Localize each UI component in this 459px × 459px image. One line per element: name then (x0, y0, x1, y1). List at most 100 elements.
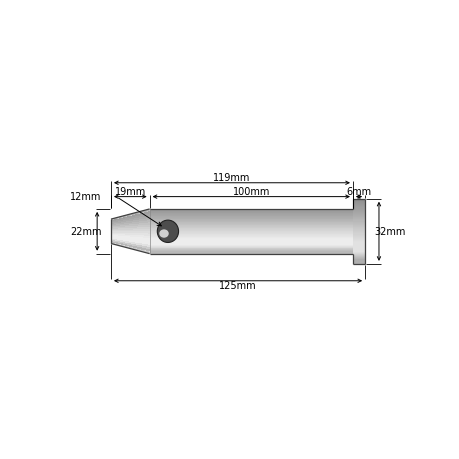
Polygon shape (130, 234, 131, 235)
Polygon shape (135, 219, 136, 221)
Polygon shape (120, 235, 121, 236)
Polygon shape (127, 240, 128, 242)
Polygon shape (145, 232, 146, 234)
Polygon shape (124, 225, 125, 227)
Polygon shape (114, 220, 115, 221)
Polygon shape (136, 235, 137, 237)
Polygon shape (140, 228, 141, 230)
Polygon shape (121, 218, 122, 220)
Polygon shape (139, 222, 140, 224)
Polygon shape (119, 224, 120, 226)
Polygon shape (115, 223, 116, 224)
Polygon shape (115, 229, 116, 230)
Polygon shape (134, 239, 135, 241)
Bar (352, 205, 364, 206)
Polygon shape (135, 239, 136, 241)
Polygon shape (124, 246, 125, 247)
Polygon shape (122, 230, 123, 232)
Polygon shape (118, 222, 119, 223)
Bar (352, 212, 364, 213)
Polygon shape (127, 227, 128, 229)
Polygon shape (128, 239, 129, 240)
Polygon shape (147, 212, 148, 214)
Polygon shape (120, 223, 121, 224)
Bar (352, 243, 364, 245)
Polygon shape (139, 234, 140, 236)
Polygon shape (146, 251, 147, 253)
Bar (352, 226, 364, 228)
Polygon shape (138, 224, 139, 226)
Polygon shape (124, 238, 125, 240)
Polygon shape (145, 215, 146, 217)
Bar (352, 261, 364, 262)
Polygon shape (131, 218, 132, 219)
Polygon shape (136, 222, 137, 224)
Polygon shape (127, 225, 128, 227)
Bar (352, 254, 364, 256)
Polygon shape (116, 224, 117, 225)
Polygon shape (135, 230, 136, 232)
Polygon shape (142, 244, 143, 246)
Polygon shape (116, 218, 117, 219)
Polygon shape (113, 237, 114, 238)
Polygon shape (111, 237, 112, 238)
Polygon shape (139, 228, 140, 230)
Polygon shape (117, 236, 118, 237)
Polygon shape (124, 221, 125, 222)
Polygon shape (120, 227, 121, 229)
Polygon shape (144, 228, 145, 230)
Polygon shape (133, 228, 134, 230)
Polygon shape (139, 238, 140, 240)
Polygon shape (148, 252, 149, 254)
Polygon shape (115, 244, 116, 245)
Polygon shape (147, 218, 148, 221)
Polygon shape (136, 232, 137, 234)
Bar (149, 251, 352, 252)
Bar (352, 248, 364, 249)
Polygon shape (131, 235, 132, 237)
Polygon shape (124, 218, 125, 219)
Polygon shape (129, 246, 130, 247)
Polygon shape (142, 219, 143, 222)
Polygon shape (137, 213, 138, 214)
Polygon shape (128, 220, 129, 222)
Text: 100mm: 100mm (232, 187, 269, 197)
Polygon shape (111, 230, 112, 232)
Polygon shape (148, 232, 149, 234)
Polygon shape (147, 230, 148, 232)
Polygon shape (134, 221, 135, 223)
Polygon shape (139, 212, 140, 214)
Polygon shape (134, 235, 135, 237)
Polygon shape (126, 219, 127, 220)
Polygon shape (133, 237, 134, 239)
Polygon shape (135, 237, 136, 239)
Polygon shape (138, 218, 139, 220)
Polygon shape (115, 236, 116, 237)
Polygon shape (129, 234, 130, 235)
Bar (352, 222, 364, 223)
Polygon shape (139, 250, 140, 252)
Polygon shape (148, 214, 149, 216)
Polygon shape (116, 244, 117, 246)
Polygon shape (134, 241, 135, 243)
Polygon shape (140, 244, 141, 246)
Bar (149, 243, 352, 244)
Polygon shape (142, 242, 143, 244)
Polygon shape (129, 241, 130, 242)
Polygon shape (128, 217, 129, 218)
Polygon shape (116, 219, 117, 221)
Polygon shape (147, 243, 148, 245)
Polygon shape (125, 224, 126, 225)
Polygon shape (123, 230, 124, 232)
Polygon shape (127, 237, 128, 238)
Polygon shape (126, 246, 127, 248)
Polygon shape (146, 214, 147, 217)
Bar (352, 230, 364, 232)
Bar (149, 217, 352, 218)
Polygon shape (135, 232, 136, 234)
Polygon shape (119, 220, 120, 222)
Polygon shape (122, 220, 123, 221)
Polygon shape (131, 226, 132, 228)
Polygon shape (140, 240, 141, 242)
Polygon shape (123, 235, 124, 236)
